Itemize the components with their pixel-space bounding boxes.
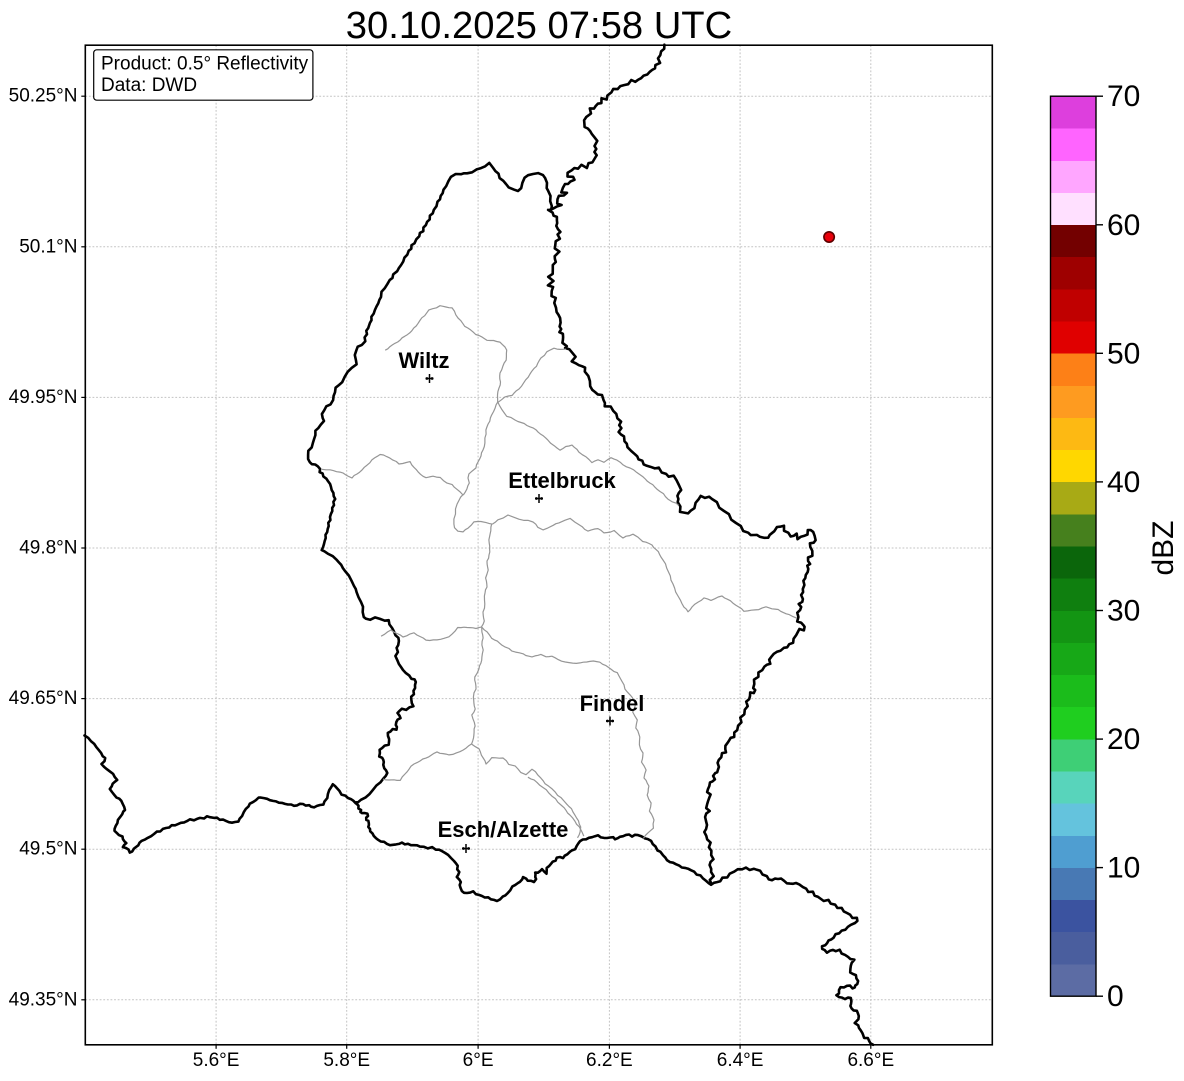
svg-text:Ettelbruck: Ettelbruck: [508, 468, 616, 493]
svg-text:60: 60: [1107, 209, 1140, 242]
svg-text:10: 10: [1107, 852, 1140, 885]
svg-text:Findel: Findel: [580, 691, 645, 716]
svg-text:30.10.2025 07:58 UTC: 30.10.2025 07:58 UTC: [346, 4, 732, 47]
svg-text:50.25°N: 50.25°N: [9, 86, 78, 107]
svg-text:6.6°E: 6.6°E: [847, 1050, 894, 1071]
svg-text:6°E: 6°E: [463, 1050, 494, 1071]
svg-text:30: 30: [1107, 595, 1140, 628]
svg-text:6.2°E: 6.2°E: [586, 1050, 633, 1071]
svg-text:dBZ: dBZ: [1147, 520, 1180, 575]
svg-text:Data: DWD: Data: DWD: [101, 75, 197, 96]
svg-text:49.8°N: 49.8°N: [19, 538, 77, 559]
svg-text:49.5°N: 49.5°N: [19, 839, 77, 860]
svg-text:40: 40: [1107, 466, 1140, 499]
svg-text:70: 70: [1107, 80, 1140, 113]
svg-text:50.1°N: 50.1°N: [19, 236, 77, 257]
svg-text:50: 50: [1107, 337, 1140, 370]
svg-text:6.4°E: 6.4°E: [717, 1050, 764, 1071]
svg-text:49.95°N: 49.95°N: [9, 387, 78, 408]
svg-text:5.6°E: 5.6°E: [193, 1050, 240, 1071]
svg-text:20: 20: [1107, 723, 1140, 756]
svg-text:49.65°N: 49.65°N: [9, 688, 78, 709]
svg-text:Esch/Alzette: Esch/Alzette: [438, 817, 569, 842]
svg-text:49.35°N: 49.35°N: [9, 989, 78, 1010]
svg-text:Product: 0.5° Reflectivity: Product: 0.5° Reflectivity: [101, 54, 309, 75]
svg-text:0: 0: [1107, 980, 1124, 1013]
svg-text:5.8°E: 5.8°E: [323, 1050, 370, 1071]
svg-text:Wiltz: Wiltz: [398, 348, 449, 373]
